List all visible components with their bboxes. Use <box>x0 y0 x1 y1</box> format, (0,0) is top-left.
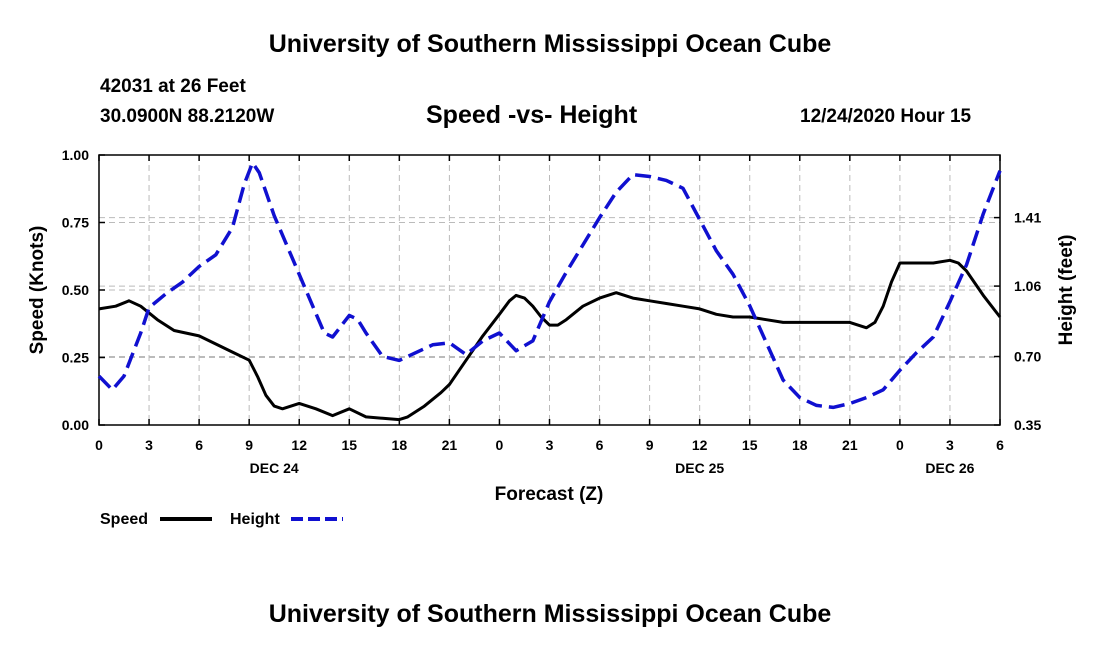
x-tick-label: 6 <box>996 437 1004 453</box>
footer-title: University of Southern Mississippi Ocean… <box>268 600 832 628</box>
day-label: DEC 24 <box>250 460 299 476</box>
x-tick-label: 0 <box>496 437 504 453</box>
x-tick-label: 15 <box>742 437 758 453</box>
day-label: DEC 25 <box>675 460 724 476</box>
x-tick-label: 9 <box>646 437 654 453</box>
x-tick-label: 15 <box>341 437 357 453</box>
legend-speed-label: Speed <box>100 511 148 528</box>
x-axis-title: Forecast (Z) <box>495 484 604 505</box>
x-tick-label: 21 <box>842 437 858 453</box>
y-tick-label: 0.75 <box>62 215 89 231</box>
x-tick-label: 0 <box>896 437 904 453</box>
grid-lines <box>99 155 1000 425</box>
x-tick-label: 0 <box>95 437 103 453</box>
y2-axis-title: Height (feet) <box>1056 235 1077 346</box>
x-tick-label: 6 <box>195 437 203 453</box>
header-title: University of Southern Mississippi Ocean… <box>268 30 832 58</box>
x-tick-label: 18 <box>392 437 408 453</box>
x-tick-label: 3 <box>145 437 153 453</box>
station-label: 42031 at 26 Feet <box>100 76 246 97</box>
y-tick-label: 0.25 <box>62 350 89 366</box>
x-tick-label: 3 <box>546 437 554 453</box>
x-tick-label: 18 <box>792 437 808 453</box>
x-tick-label: 21 <box>442 437 458 453</box>
chart-title: Speed -vs- Height <box>426 101 638 129</box>
y-tick-label: 0.50 <box>62 282 89 298</box>
series-lines <box>97 161 1002 422</box>
y2-tick-label: 0.35 <box>1014 417 1041 433</box>
coordinates-label: 30.0900N 88.2120W <box>100 106 275 127</box>
height-series-line <box>97 161 1002 410</box>
x-tick-label: 12 <box>291 437 307 453</box>
y-axis-title: Speed (Knots) <box>27 226 48 355</box>
y-tick-label: 0.00 <box>62 417 89 433</box>
legend-height-label: Height <box>230 511 280 528</box>
x-tick-label: 6 <box>596 437 604 453</box>
x-tick-label: 9 <box>245 437 253 453</box>
day-label: DEC 26 <box>925 460 974 476</box>
legend: Speed Height <box>100 511 343 528</box>
y-tick-label: 1.00 <box>62 147 89 163</box>
axis-ticks: 0 3 6 9 12 15 18 21 0 3 6 9 12 15 18 21 0 3 6 DEC 24 DEC 25 D… <box>62 147 1042 476</box>
timestamp-label: 12/24/2020 Hour 15 <box>800 106 972 127</box>
y2-tick-label: 1.41 <box>1014 210 1041 226</box>
x-tick-label: 3 <box>946 437 954 453</box>
x-tick-label: 12 <box>692 437 708 453</box>
y2-tick-label: 1.06 <box>1014 278 1041 294</box>
y2-tick-label: 0.70 <box>1014 349 1041 365</box>
